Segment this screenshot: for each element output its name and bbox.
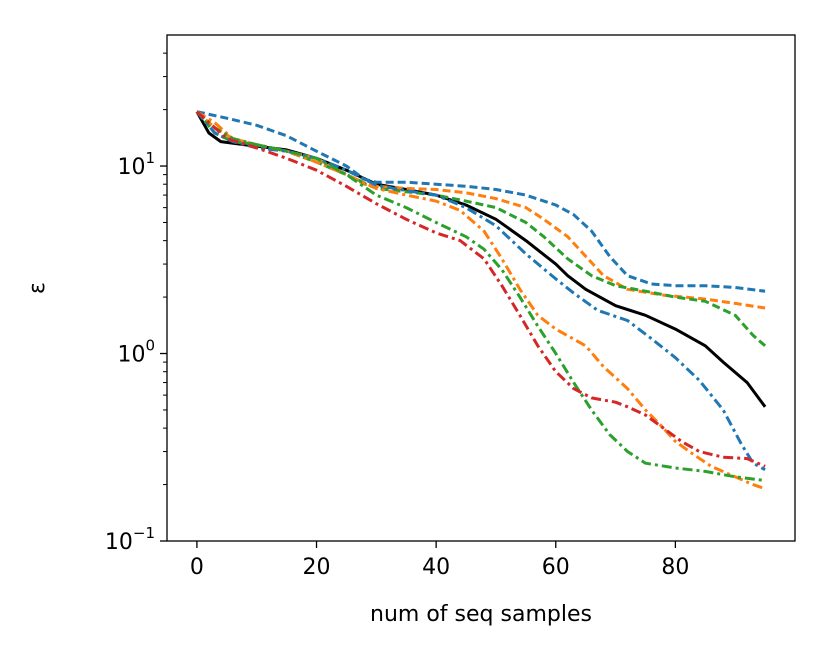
x-axis-label: num of seq samples — [370, 602, 592, 627]
series-line-green-dashed — [195, 110, 767, 347]
x-tick-label: 0 — [190, 555, 204, 580]
series-line-orange-dashed — [195, 110, 766, 310]
x-tick-label: 80 — [661, 555, 689, 580]
y-axis: 10−1 100 101 — [105, 52, 167, 555]
x-tick-label: 40 — [422, 555, 450, 580]
y-axis-label: ε — [25, 282, 50, 294]
y-tick-label: 101 — [117, 149, 155, 180]
x-tick-label: 20 — [303, 555, 331, 580]
y-tick-label: 100 — [117, 337, 155, 368]
x-axis: 0 20 40 60 80 — [190, 541, 689, 580]
series-line-green-dashdot — [195, 110, 766, 483]
series-line-red-dashdot — [195, 110, 766, 468]
series-line-orange-dashdot — [196, 110, 766, 491]
series-line-blue-dashdot — [195, 110, 766, 472]
plot-frame — [166, 34, 796, 542]
series-line-blue-dashed — [196, 110, 766, 293]
x-tick-label: 60 — [542, 555, 570, 580]
series-layer — [195, 110, 767, 491]
y-tick-label: 10−1 — [105, 524, 155, 555]
